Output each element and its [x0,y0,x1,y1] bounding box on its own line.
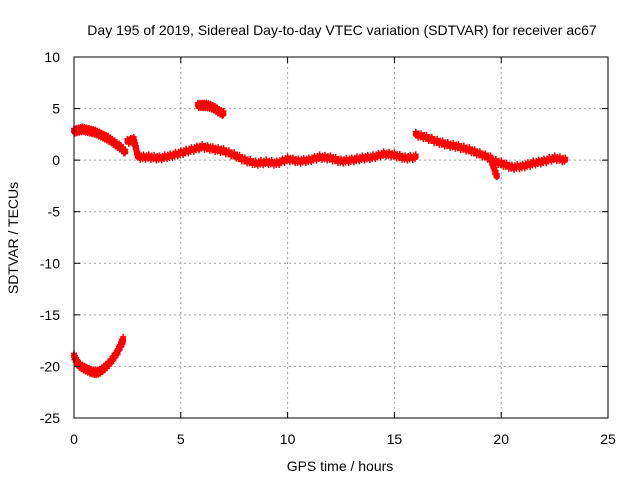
series-arc-2 [124,133,419,169]
grid-lines [74,57,608,418]
y-tick-label: -20 [40,358,60,374]
series-arc-3 [412,128,500,181]
series-arc-4 [487,152,569,173]
x-tick-label: 10 [280,431,296,447]
x-tick-label: 15 [387,431,403,447]
y-tick-label: 10 [44,49,60,65]
series-arc-6 [71,333,127,379]
y-tick-label: -25 [40,410,60,426]
x-tick-label: 20 [493,431,509,447]
series-arc-5 [194,99,227,119]
axes: 0 5 10 15 20 25 10 5 0 -5 -10 -15 -20 -25 [40,49,616,447]
y-tick-label: -5 [48,204,61,220]
y-tick-label: 5 [52,101,60,117]
series-markers [487,152,569,173]
chart-title: Day 195 of 2019, Sidereal Day-to-day VTE… [87,22,597,38]
y-tick-label: -10 [40,255,60,271]
series-markers [194,99,227,119]
series-layer [71,99,569,379]
x-tick-label: 25 [600,431,616,447]
y-axis-title: SDTVAR / TECUs [5,182,21,294]
y-tick-label: -15 [40,307,60,323]
series-markers [71,333,127,379]
series-markers [124,133,419,169]
y-tick-label: 0 [52,152,60,168]
x-tick-label: 5 [177,431,185,447]
series-markers [71,123,129,157]
x-axis-title: GPS time / hours [287,458,394,474]
plot-frame [73,56,609,419]
x-tick-label: 0 [70,431,78,447]
series-arc-1 [71,123,129,157]
